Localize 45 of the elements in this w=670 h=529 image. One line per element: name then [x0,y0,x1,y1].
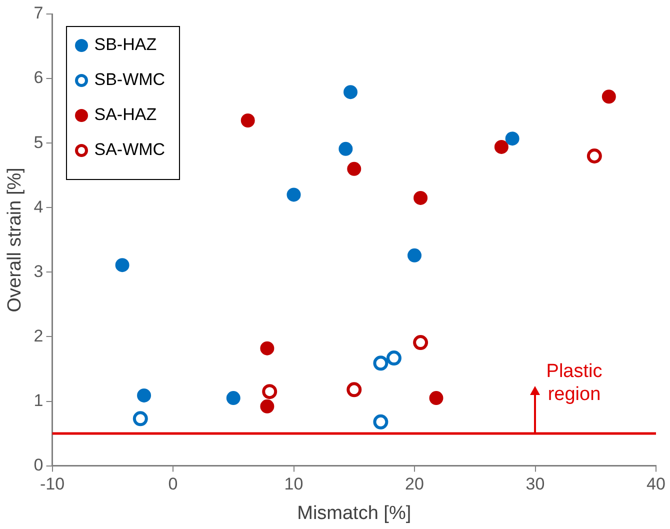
point [260,341,274,356]
point [373,356,388,371]
point [346,382,362,398]
x-tick-label: -10 [40,474,65,494]
x-tick-label: 10 [284,474,304,494]
point [286,188,301,202]
point [115,258,130,272]
y-tick-label: 7 [34,4,44,23]
point [373,414,388,430]
point [262,384,278,400]
y-tick-label: 4 [34,197,44,216]
y-tick-label: 3 [34,262,44,281]
legend-label: SA-HAZ [94,105,157,125]
y-tick-label: 0 [34,455,44,474]
point [240,113,255,128]
point [226,391,240,406]
point [132,411,148,426]
point [586,148,602,164]
point [602,90,616,104]
x-axis-title: Mismatch [%] [297,502,412,524]
y-tick-label: 5 [34,132,44,152]
annotation: Plastic region [545,360,604,406]
point [494,140,508,154]
y-tick-label: 2 [34,326,44,346]
point [429,391,444,406]
y-tick-label: 1 [34,390,44,410]
point [414,190,428,205]
legend-label: SB-HAZ [94,35,157,55]
point [505,132,520,146]
y-axis-title: Overall strain [%] [4,168,26,312]
x-tick-label: 40 [646,474,666,494]
point [260,399,274,414]
x-tick-label: 20 [405,474,424,494]
legend-label: SB-WMC [94,70,166,90]
point [386,350,402,366]
point [408,248,422,262]
legend-label: SA-WMC [94,140,166,160]
point [347,162,362,176]
point [137,388,152,402]
x-tick-label: 30 [526,474,545,494]
y-tick-label: 6 [34,68,44,88]
point [413,335,428,350]
x-tick-label: 0 [168,474,178,494]
point [338,142,353,156]
point [344,85,358,100]
